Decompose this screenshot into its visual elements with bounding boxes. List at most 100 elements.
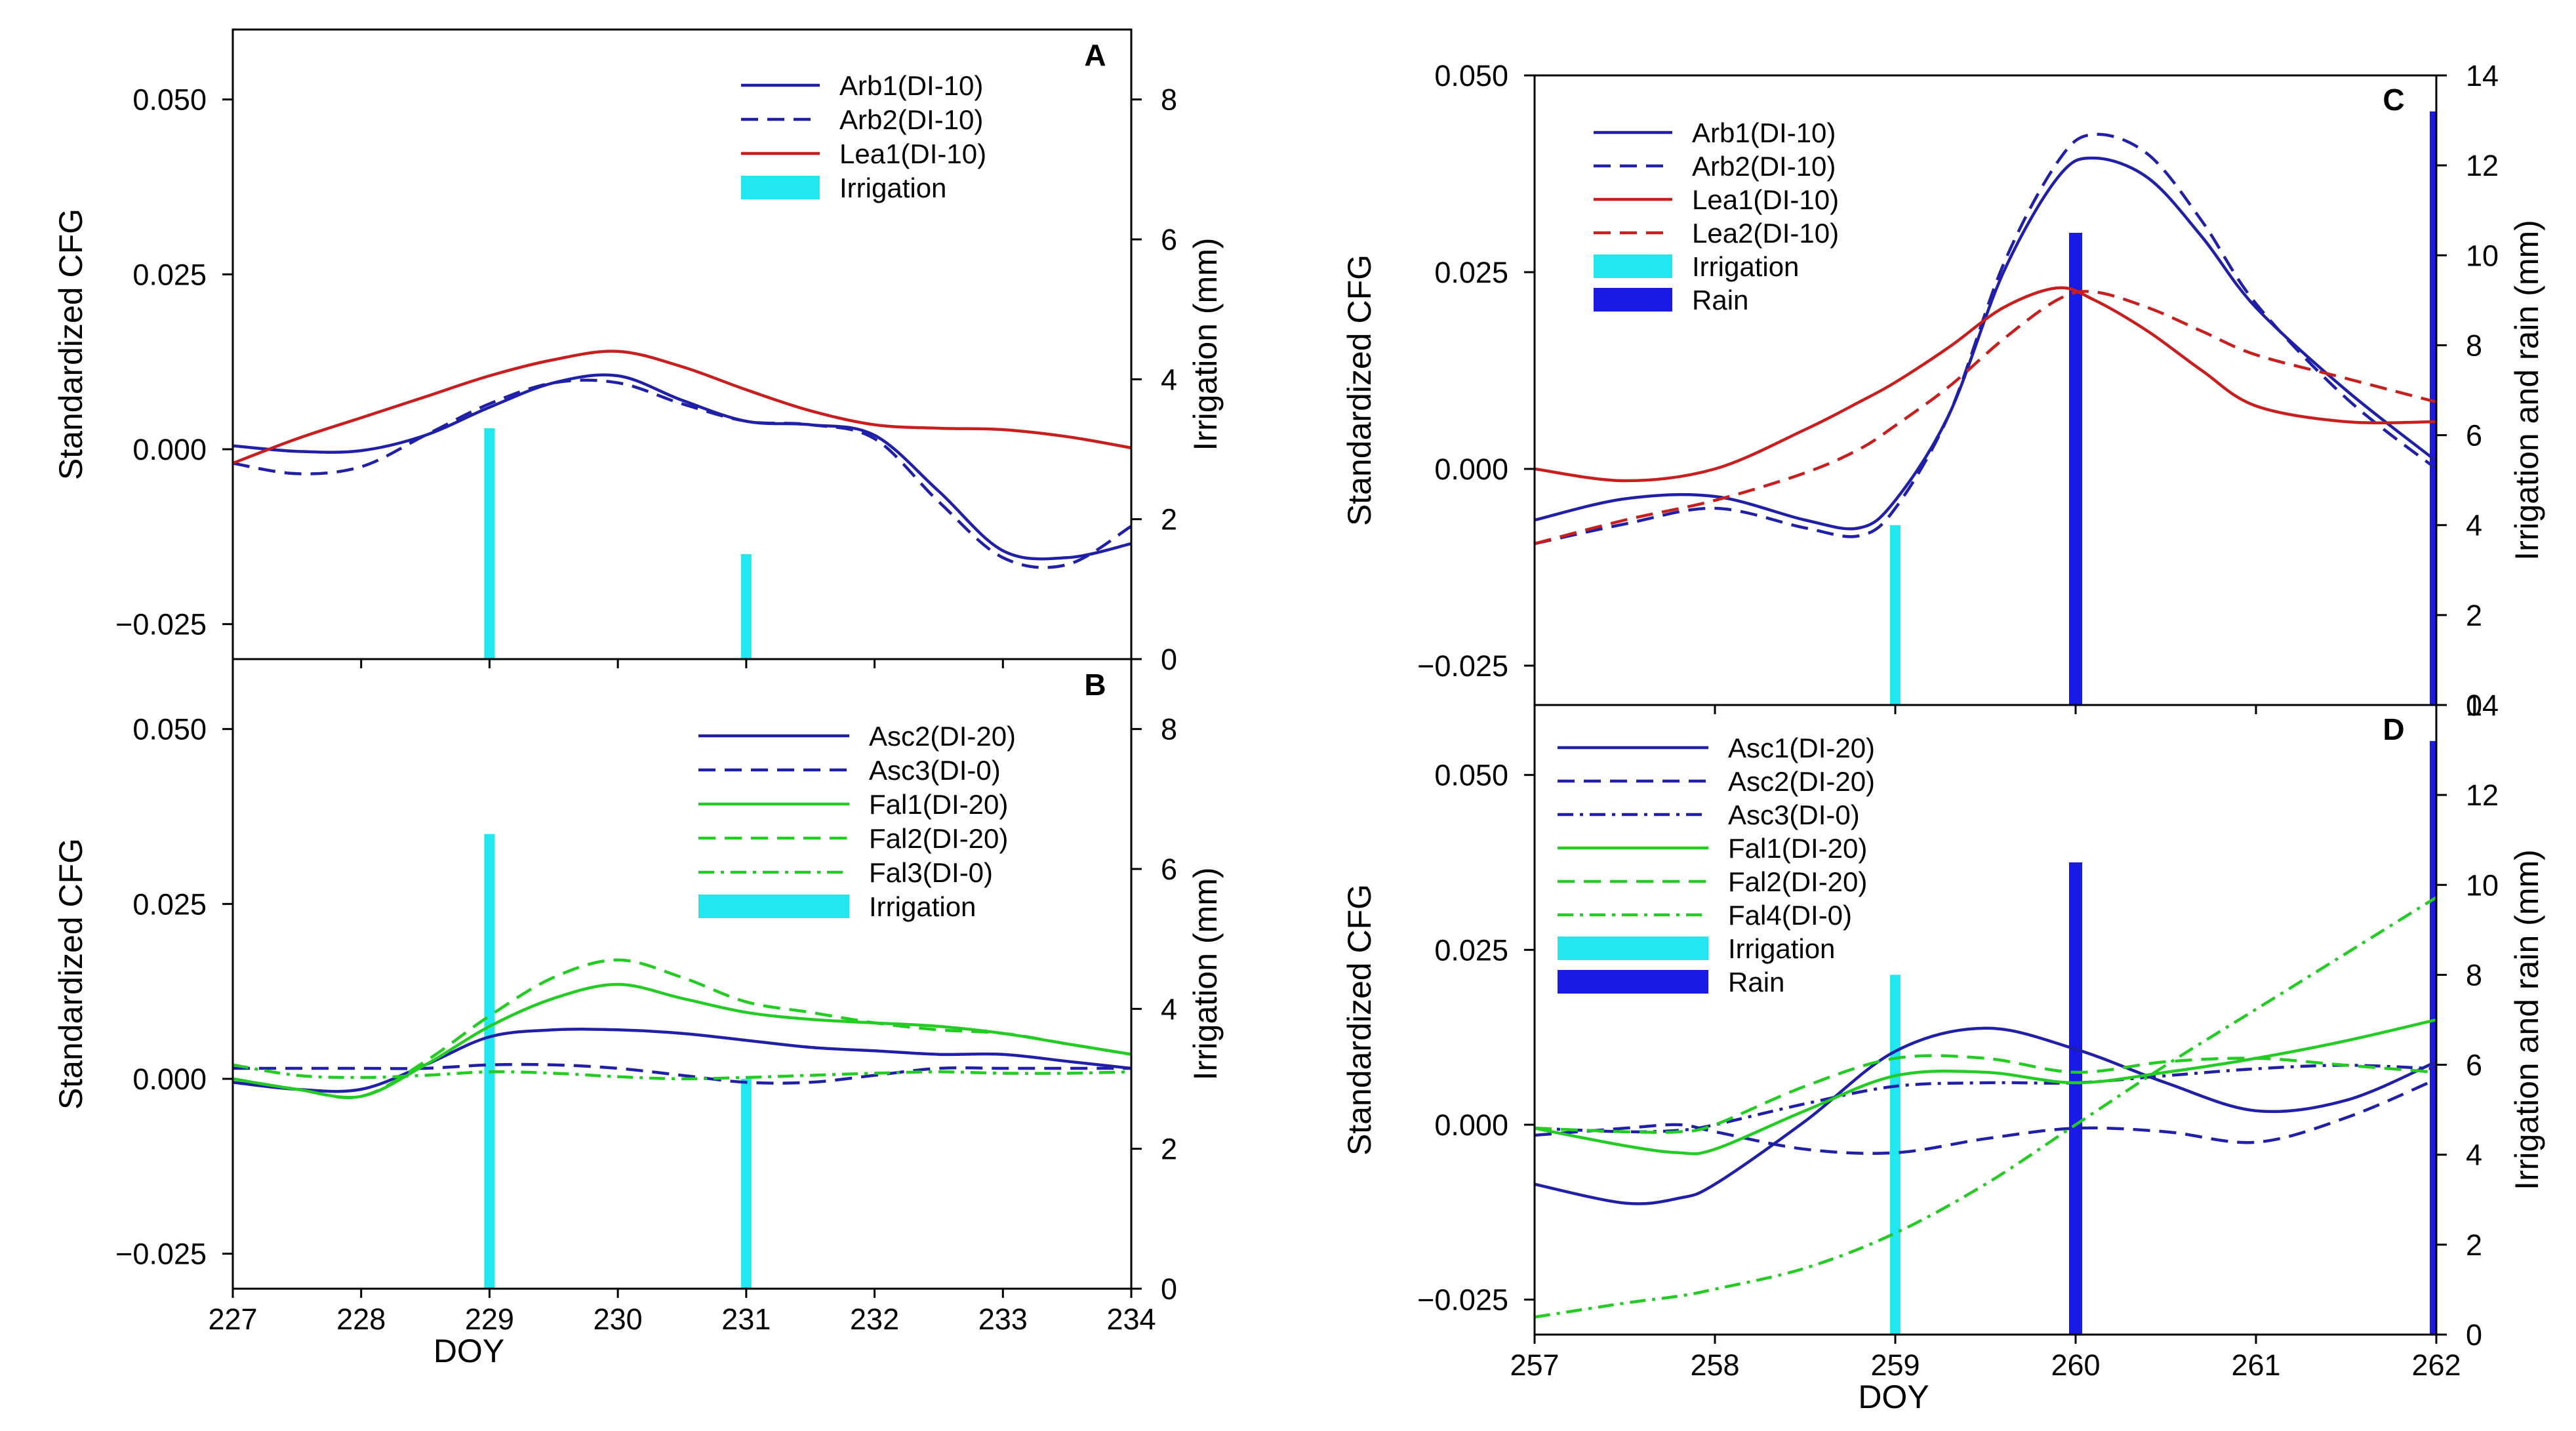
panel-c: −0.025 0.000 0.025 0.050 0 2 4 6 8 10 12 14 Standard…	[1341, 59, 2545, 722]
y2-axis-label-a: Irrigation (mm)	[1187, 237, 1224, 451]
legend-label-d-3: Fal1(DI-20)	[1728, 833, 1867, 864]
y-tick-label-b-0: −0.025	[115, 1238, 207, 1271]
legend-label-b-3: Fal2(DI-20)	[869, 823, 1008, 854]
x-tick-label-d-0: 257	[1510, 1348, 1559, 1382]
series-line-d-0	[1535, 1026, 2436, 1205]
bar-rain-d-0	[2069, 862, 2082, 1335]
x-tick-label-b-4: 231	[721, 1302, 771, 1336]
y-tick-label-d-3: 0.050	[1434, 759, 1508, 792]
y-tick-label-c-2: 0.025	[1434, 256, 1508, 289]
y2-tick-label-c-5: 10	[2466, 239, 2499, 272]
y2-tick-label-a-0: 0	[1161, 643, 1177, 676]
series-line-b-0	[233, 1028, 1131, 1093]
y2-tick-label-a-3: 6	[1161, 223, 1177, 256]
y2-tick-label-a-2: 4	[1161, 363, 1177, 396]
legend-label-c-0: Arb1(DI-10)	[1692, 117, 1836, 148]
panel-d: −0.025 0.000 0.025 0.050 0 2 4 6 8 10 12 14 257 258 25…	[1341, 689, 2545, 1415]
x-tick-label-b-1: 228	[336, 1302, 386, 1336]
series-line-c-0	[1535, 156, 2436, 531]
legend-label-b-5: Irrigation	[869, 891, 976, 922]
bar-rain-d-1	[2430, 740, 2436, 1335]
panel-b: −0.025 0.000 0.025 0.050 0 2 4 6 8 227 228 229 230 23…	[52, 658, 1224, 1369]
x-tick-label-b-2: 229	[465, 1302, 514, 1336]
y2-tick-label-c-4: 8	[2466, 329, 2482, 362]
series-line-d-3	[1535, 1018, 2436, 1156]
series-line-b-4	[233, 1063, 1131, 1081]
series-line-b-1	[233, 1062, 1131, 1085]
y-tick-label-a-2: 0.025	[132, 258, 207, 291]
legend-label-b-2: Fal1(DI-20)	[869, 789, 1008, 820]
legend-label-a-3: Irrigation	[839, 172, 946, 203]
legend-swatch-b-5	[698, 895, 849, 918]
legend-swatch-d-7	[1558, 970, 1708, 994]
x-tick-label-b-6: 233	[978, 1302, 1028, 1336]
y2-tick-label-b-2: 4	[1161, 992, 1177, 1026]
series-line-b-2	[233, 982, 1131, 1099]
series-line-c-2	[1535, 286, 2436, 483]
y-tick-label-b-2: 0.025	[132, 887, 207, 921]
bar-rain-c-1	[2430, 111, 2436, 705]
y-axis-label-a: Standardized CFG	[52, 209, 89, 480]
plot-frame-b	[231, 658, 1133, 1290]
y-tick-label-a-3: 0.050	[132, 83, 207, 117]
legend-label-d-7: Rain	[1728, 967, 1784, 998]
bar-irrigation-b-1	[740, 1079, 752, 1289]
y-tick-label-d-0: −0.025	[1417, 1283, 1508, 1317]
bar-irrigation-b-0	[484, 834, 495, 1289]
legend-swatch-c-5	[1594, 288, 1672, 312]
y2-tick-label-b-3: 6	[1161, 853, 1177, 886]
y-tick-label-d-2: 0.025	[1434, 933, 1508, 967]
series-line-a-0	[233, 373, 1131, 561]
legend-label-b-0: Asc2(DI-20)	[869, 721, 1016, 752]
panel-label-d: D	[2383, 712, 2404, 746]
legend-label-c-1: Arb2(DI-10)	[1692, 151, 1836, 182]
y2-tick-label-c-3: 6	[2466, 419, 2482, 453]
x-tick-label-d-1: 258	[1690, 1348, 1739, 1382]
y2-tick-label-b-4: 8	[1161, 713, 1177, 746]
series-line-d-1	[1535, 1078, 2436, 1155]
legend-label-c-5: Rain	[1692, 285, 1748, 315]
series-line-b-3	[233, 958, 1131, 1099]
legend-label-d-1: Asc2(DI-20)	[1728, 766, 1875, 797]
legend-label-a-2: Lea1(DI-10)	[839, 138, 986, 169]
y-tick-label-d-1: 0.000	[1434, 1108, 1508, 1142]
y2-tick-label-b-1: 2	[1161, 1133, 1177, 1166]
series-line-c-1	[1535, 132, 2436, 546]
x-tick-label-d-4: 261	[2231, 1348, 2280, 1382]
legend-label-c-4: Irrigation	[1692, 251, 1799, 282]
y-tick-label-b-3: 0.050	[132, 713, 207, 746]
y2-axis-label-b: Irrigation (mm)	[1187, 867, 1224, 1080]
y-tick-label-c-1: 0.000	[1434, 453, 1508, 486]
y2-tick-label-c-6: 12	[2466, 149, 2499, 182]
legend-label-b-4: Fal3(DI-0)	[869, 857, 993, 888]
legend-label-d-2: Asc3(DI-0)	[1728, 799, 1860, 830]
legend-label-c-3: Lea2(DI-10)	[1692, 218, 1839, 249]
bar-irrigation-c-0	[1890, 525, 1901, 705]
series-line-a-2	[233, 350, 1131, 465]
y-axis-label-b: Standardized CFG	[52, 838, 89, 1110]
y-tick-label-a-1: 0.000	[132, 433, 207, 466]
series-line-d-4	[1535, 1054, 2436, 1134]
y-tick-label-c-0: −0.025	[1417, 649, 1508, 683]
plot-frame-a	[231, 28, 1133, 660]
legend-label-d-4: Fal2(DI-20)	[1728, 866, 1867, 897]
legend-label-b-1: Asc3(DI-0)	[869, 755, 1001, 786]
y2-tick-label-d-1: 2	[2466, 1228, 2482, 1262]
legend-label-d-6: Irrigation	[1728, 933, 1835, 964]
y2-tick-label-d-5: 10	[2466, 868, 2499, 902]
panel-label-a: A	[1084, 38, 1106, 72]
y2-tick-label-d-3: 6	[2466, 1049, 2482, 1082]
legend-label-c-2: Lea1(DI-10)	[1692, 184, 1839, 215]
legend-swatch-a-3	[741, 176, 820, 199]
y-axis-label-c: Standardized CFG	[1341, 254, 1378, 526]
y2-tick-label-b-0: 0	[1161, 1272, 1177, 1306]
series-line-c-3	[1535, 290, 2436, 546]
bar-irrigation-d-0	[1890, 975, 1901, 1335]
y2-tick-label-a-1: 2	[1161, 503, 1177, 536]
x-tick-label-b-7: 234	[1106, 1302, 1156, 1336]
plot-frame-d	[1533, 704, 2438, 1336]
legend-label-d-5: Fal4(DI-0)	[1728, 900, 1852, 931]
x-tick-label-d-5: 262	[2411, 1348, 2461, 1382]
y2-tick-label-d-0: 0	[2466, 1318, 2482, 1352]
x-tick-label-b-0: 227	[208, 1302, 257, 1336]
